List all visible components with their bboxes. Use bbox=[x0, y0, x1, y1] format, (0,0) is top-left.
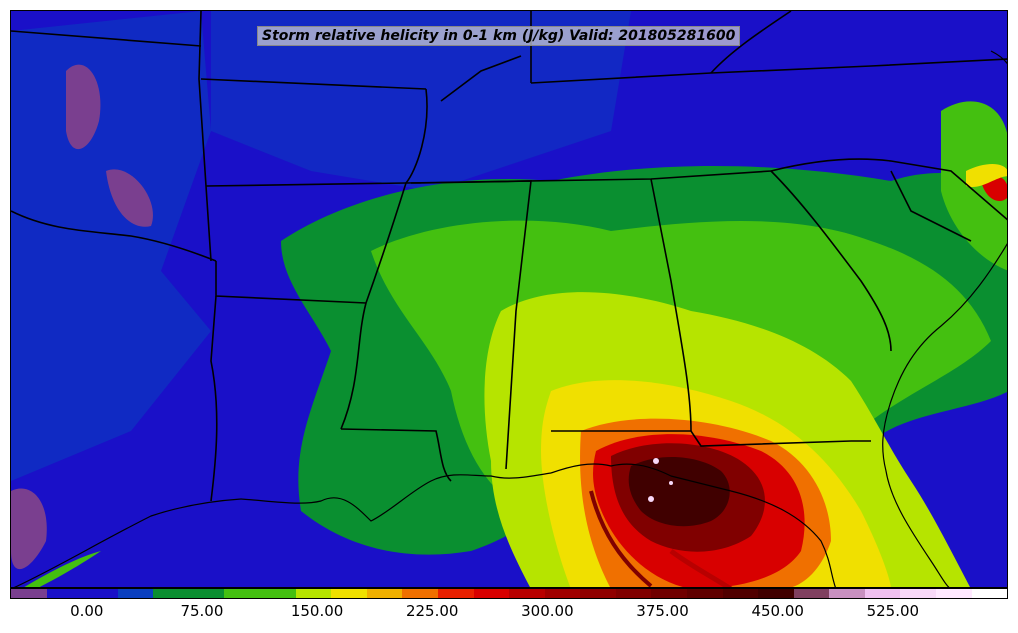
colorbar-swatch bbox=[722, 589, 759, 598]
colorbar-swatch bbox=[402, 589, 438, 598]
colorbar-tick-label: 75.00 bbox=[180, 602, 224, 620]
colorbar-swatch bbox=[117, 589, 154, 598]
coastlines bbox=[13, 50, 1007, 587]
boundary-al-ga bbox=[650, 178, 692, 432]
field-spiral-band-3 bbox=[669, 548, 733, 587]
colorbar-swatch bbox=[82, 589, 118, 598]
field-purple-1 bbox=[66, 64, 101, 150]
coast-gulf-tx bbox=[13, 498, 242, 587]
colorbar-labels: 0.00 75.00 150.00 225.00 300.00 375.00 450.00 5… bbox=[10, 602, 1008, 622]
colorbar-swatch bbox=[260, 589, 296, 598]
boundary-al-fl bbox=[551, 430, 852, 447]
colorbar-swatch bbox=[295, 589, 332, 598]
boundary-tn-north bbox=[405, 170, 772, 184]
colorbar-swatch bbox=[936, 589, 972, 598]
colorbar-swatch bbox=[11, 589, 47, 598]
colorbar-swatch bbox=[331, 589, 367, 598]
colorbar-swatch bbox=[509, 589, 545, 598]
coast-gulf-fl-panhandle bbox=[730, 490, 836, 587]
field-purple-3 bbox=[11, 488, 47, 570]
boundary-il-ky bbox=[440, 55, 522, 102]
colorbar-swatch bbox=[829, 589, 865, 598]
colorbar-swatch bbox=[900, 589, 937, 598]
colorbar-tick-label: 150.00 bbox=[290, 602, 344, 620]
colorbar-swatch bbox=[651, 589, 687, 598]
coast-gulf-la bbox=[240, 472, 552, 522]
colorbar-swatch bbox=[971, 589, 1008, 598]
field-purple-2 bbox=[106, 169, 153, 227]
coast-gulf-ms-al bbox=[550, 463, 732, 492]
boundary-mo-west bbox=[198, 11, 202, 80]
colorbar-tick-label: 375.00 bbox=[636, 602, 689, 620]
field-pink-speck bbox=[648, 496, 654, 502]
boundary-ky-wv bbox=[710, 11, 792, 74]
colorbar-swatch bbox=[580, 589, 616, 598]
field-blue-west bbox=[11, 11, 211, 481]
map-frame: Storm relative helicity in 0-1 km (J/kg)… bbox=[10, 10, 1008, 588]
colorbar-swatch bbox=[473, 589, 510, 598]
field-maroon bbox=[628, 456, 730, 527]
boundary-red-river bbox=[11, 210, 217, 262]
colorbar-swatch bbox=[224, 589, 261, 598]
boundary-nc-tn bbox=[770, 158, 1007, 221]
colorbar-tick-label: 525.00 bbox=[866, 602, 920, 620]
colorbar-swatch bbox=[366, 589, 403, 598]
boundary-ok-ks bbox=[11, 30, 202, 47]
colorbar-tick-label: 450.00 bbox=[751, 602, 804, 620]
boundary-la-ms bbox=[340, 428, 452, 482]
colorbar-swatch bbox=[153, 589, 189, 598]
colorbar-tick-label: 225.00 bbox=[405, 602, 459, 620]
state-boundaries bbox=[11, 11, 1007, 502]
colorbar-swatch bbox=[793, 589, 830, 598]
coast-chesapeake bbox=[990, 50, 1007, 65]
boundary-tx-la-west bbox=[210, 295, 218, 502]
field-spiral-band-2 bbox=[589, 490, 653, 587]
field-ne-yellow bbox=[966, 164, 1007, 188]
colorbar-swatch bbox=[544, 589, 581, 598]
helicity-map bbox=[11, 11, 1007, 587]
colorbar-swatch bbox=[437, 589, 474, 598]
colorbar-swatch bbox=[758, 589, 794, 598]
field-pink-speck bbox=[669, 481, 673, 485]
colorbar-swatch bbox=[188, 589, 225, 598]
boundary-nc-sc bbox=[890, 170, 972, 242]
boundary-ga-sc bbox=[770, 170, 892, 352]
boundary-ky-tn bbox=[530, 58, 1007, 84]
colorbar-swatch bbox=[864, 589, 901, 598]
field-green-streak-sw bbox=[24, 551, 101, 587]
map-title: Storm relative helicity in 0-1 km (J/kg)… bbox=[257, 26, 741, 46]
colorbar-swatch bbox=[615, 589, 652, 598]
colorbar-swatch bbox=[46, 589, 83, 598]
colorbar-tick-label: 300.00 bbox=[521, 602, 574, 620]
field-blue-north bbox=[211, 11, 631, 191]
boundary-ks-mo-top bbox=[200, 78, 427, 90]
field-pink-speck bbox=[653, 458, 659, 464]
colorbar bbox=[10, 588, 1008, 599]
colorbar-swatch bbox=[686, 589, 723, 598]
colorbar-tick-label: 0.00 bbox=[70, 602, 104, 620]
boundary-mississippi-river bbox=[340, 88, 428, 430]
boundary-ar-north bbox=[205, 182, 407, 187]
field-spiral-band-1 bbox=[608, 509, 712, 584]
coast-atlantic bbox=[882, 243, 1007, 587]
